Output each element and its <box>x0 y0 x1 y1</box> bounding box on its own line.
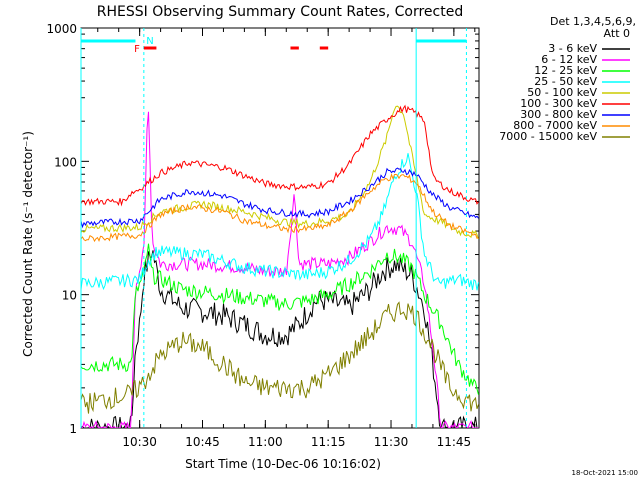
chart-title: RHESSI Observing Summary Count Rates, Co… <box>97 4 463 20</box>
series-line <box>81 111 479 428</box>
x-tick-label: 10:30 <box>122 435 157 449</box>
y-tick-label: 1 <box>69 422 77 436</box>
y-tick-label: 1000 <box>46 22 77 36</box>
legend-label: 300 - 800 keV <box>520 108 597 121</box>
legend-header: Det 1,3,4,5,6,9, <box>550 15 636 28</box>
x-tick-label: 11:00 <box>248 435 283 449</box>
series-line <box>81 250 479 428</box>
legend-label: 25 - 50 keV <box>534 75 597 88</box>
x-tick-label: 11:15 <box>311 435 346 449</box>
series-line <box>81 301 479 414</box>
generation-timestamp: 18-Oct-2021 15:00 <box>572 469 638 477</box>
y-axis-label: Corrected Count Rate (s⁻¹ detector⁻¹) <box>21 131 35 357</box>
series-line <box>81 167 479 229</box>
x-axis-label: Start Time (10-Dec-06 10:16:02) <box>185 457 381 471</box>
x-tick-label: 10:45 <box>185 435 220 449</box>
y-tick-label: 100 <box>54 155 77 169</box>
series-line <box>81 172 479 243</box>
flag-n-label: N <box>146 36 153 47</box>
series-line <box>81 243 479 395</box>
legend-label: 3 - 6 keV <box>548 42 597 55</box>
series-layer <box>81 104 479 428</box>
x-tick-label: 11:45 <box>437 435 472 449</box>
series-line <box>81 104 479 207</box>
legend-label: 100 - 300 keV <box>520 97 597 110</box>
legend-label: 12 - 25 keV <box>534 64 597 77</box>
x-tick-label: 11:30 <box>374 435 409 449</box>
overlay-layer <box>80 28 467 428</box>
legend-label: 7000 - 15000 keV <box>499 130 597 143</box>
legend-label: 800 - 7000 keV <box>513 119 597 132</box>
legend-label: 50 - 100 keV <box>527 86 597 99</box>
y-tick-label: 10 <box>62 289 77 303</box>
flag-f-label: F <box>134 44 140 55</box>
legend-header-2: Att 0 <box>604 27 630 40</box>
chart-axes: 1 10 100 1000 10:30 10:45 11:00 11:15 11:30 11:45 <box>46 22 480 449</box>
legend-label: 6 - 12 keV <box>541 53 597 66</box>
